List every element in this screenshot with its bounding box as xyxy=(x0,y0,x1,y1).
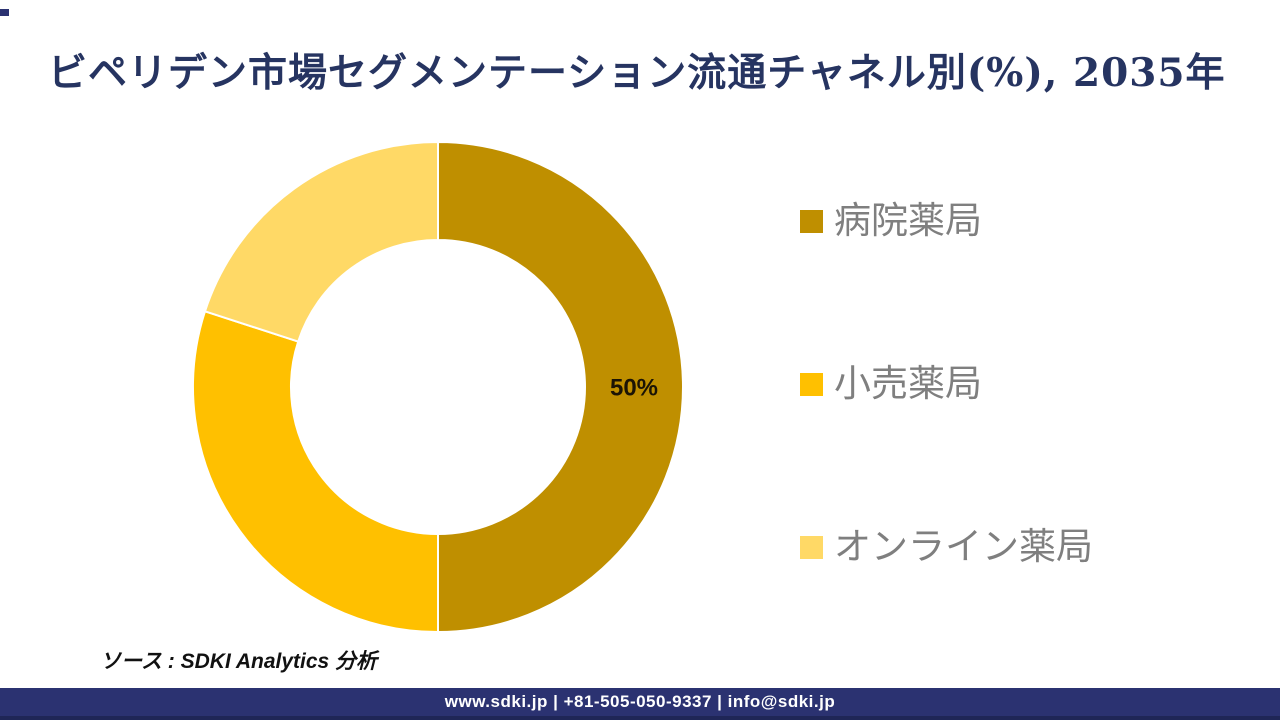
slice-data-label: 50% xyxy=(610,374,658,401)
donut-slice-3 xyxy=(203,141,439,343)
legend-item-hospital-pharmacy: 病院薬局 xyxy=(800,198,982,244)
page-title: ビペリデン市場セグメンテーション流通チャネル別(%), 2035年 xyxy=(48,50,1226,96)
legend-item-retail-pharmacy: 小売薬局 xyxy=(800,361,982,407)
donut-slice-2 xyxy=(192,310,439,633)
legend-label: 病院薬局 xyxy=(834,200,982,241)
legend-swatch-retail-pharmacy xyxy=(800,372,823,396)
footer-bar: www.sdki.jp | +81-505-050-9337 | info@sd… xyxy=(0,688,1280,720)
legend-label: 小売薬局 xyxy=(834,363,982,404)
donut-slice-1 xyxy=(437,141,684,633)
legend-item-online-pharmacy: オンライン薬局 xyxy=(800,524,1093,570)
footer-contact-text: www.sdki.jp | +81-505-050-9337 | info@sd… xyxy=(444,692,836,711)
legend-label: オンライン薬局 xyxy=(834,526,1093,567)
legend-swatch-hospital-pharmacy xyxy=(800,209,823,233)
legend-swatch-online-pharmacy xyxy=(800,535,823,559)
corner-mark xyxy=(0,9,9,16)
donut-chart: 50% xyxy=(192,141,684,633)
source-note: ソース : SDKI Analytics 分析 xyxy=(100,650,378,673)
chart-legend: 病院薬局 小売薬局 オンライン薬局 xyxy=(800,0,1220,620)
